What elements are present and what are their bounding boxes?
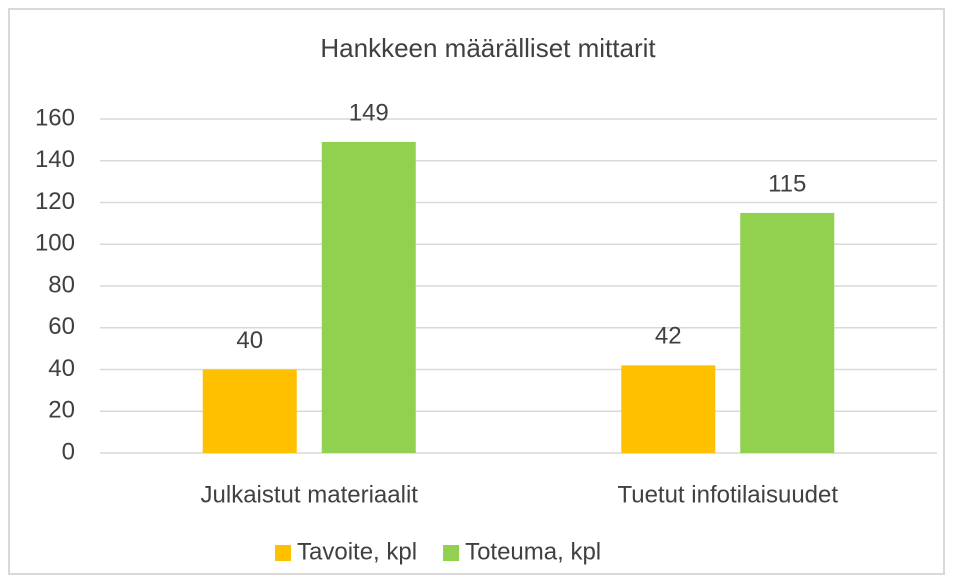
y-tick-label: 100 <box>35 230 75 257</box>
bar <box>621 365 716 453</box>
chart-title: Hankkeen määrälliset mittarit <box>320 33 656 63</box>
data-label: 149 <box>349 99 389 126</box>
y-tick-label: 40 <box>48 355 75 382</box>
legend-label: Tavoite, kpl <box>297 538 417 565</box>
x-tick-label: Tuetut infotilaisuudet <box>617 481 838 508</box>
bar <box>740 212 835 453</box>
y-tick-label: 160 <box>35 104 75 131</box>
bar <box>321 141 416 453</box>
data-label: 42 <box>655 323 682 350</box>
legend-label: Toteuma, kpl <box>465 538 601 565</box>
y-tick-label: 0 <box>62 438 75 465</box>
y-tick-label: 20 <box>48 397 75 424</box>
y-tick-label: 140 <box>35 146 75 173</box>
y-tick-label: 60 <box>48 313 75 340</box>
x-tick-label: Julkaistut materiaalit <box>201 481 419 508</box>
bar <box>202 369 297 453</box>
data-label: 40 <box>236 327 263 354</box>
legend-swatch <box>443 545 460 561</box>
y-tick-label: 80 <box>48 271 75 298</box>
data-label: 115 <box>768 170 806 197</box>
y-tick-label: 120 <box>35 188 75 215</box>
legend-swatch <box>275 545 291 561</box>
